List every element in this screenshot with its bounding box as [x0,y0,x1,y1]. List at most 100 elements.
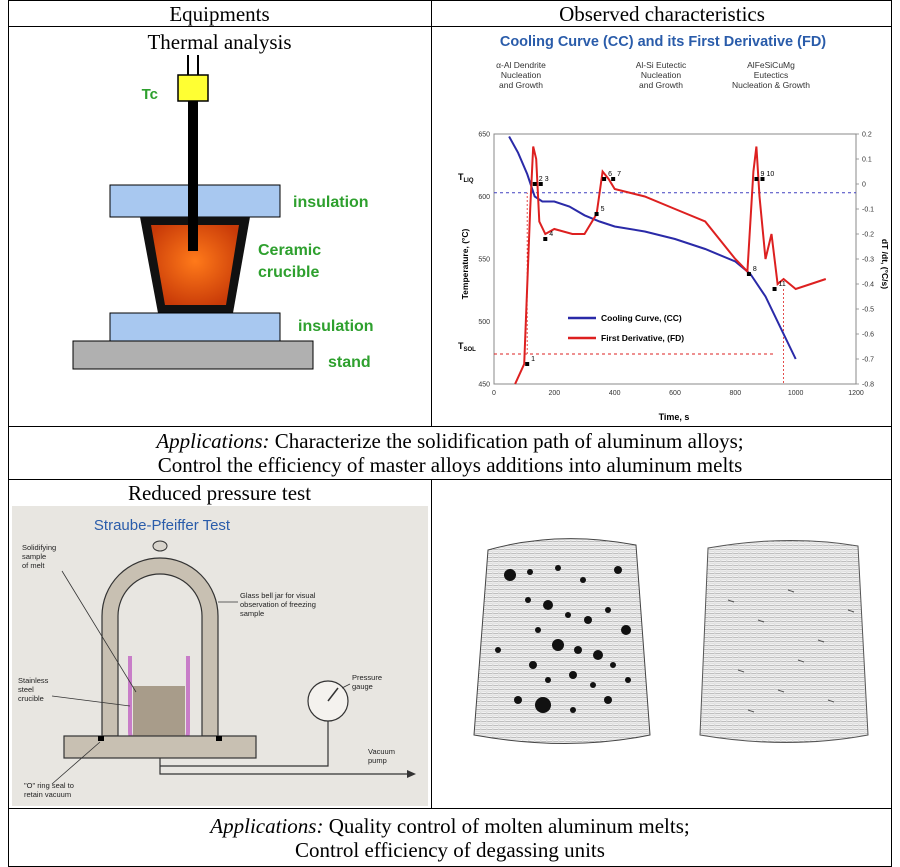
sample-label-1: Solidifying [22,543,56,552]
gauge-line [160,721,329,767]
sample-label-2: sample [22,552,46,561]
point-label: 11 [779,281,786,288]
t-sol-sub: SOL [464,347,477,353]
molten-metal [151,225,239,305]
annotation-3-line1: AlFeSiCuMg [747,60,795,70]
y2-tick-label: -0.5 [862,307,874,314]
micro-defect [757,619,765,623]
pore [604,696,612,704]
point-marker [611,177,616,181]
pore [514,696,522,704]
melt-sample [133,686,185,736]
y-tick-label: 600 [478,194,490,201]
gauge-label-2: gauge [352,682,373,691]
t-liq-label: TLIQ [458,172,474,184]
pore [552,639,564,651]
point-marker [746,272,751,276]
pore [535,697,551,713]
point-label: 3 [545,176,549,183]
pore [529,661,537,669]
point-label: 9 [760,171,764,178]
defect-set [727,589,855,713]
table-border-left [8,0,9,867]
applications-label-2: Applications: [210,814,324,838]
thermal-analysis-title: Thermal analysis [147,30,292,54]
annotation-2-line1: Al-Si Eutectic [636,60,687,70]
reduced-pressure-title: Reduced pressure test [127,481,312,505]
point-label: 1 [531,356,535,363]
y2-tick-label: 0.1 [862,157,872,164]
straube-pfeiffer-diagram: Straube-Pfeiffer Test Solidifying sample… [12,506,428,806]
thermal-analysis-diagram: Tc insulation Ceramic crucible insulatio… [72,55,374,371]
applications-1-line1: Characterize the solidification path of … [269,429,744,453]
header-divider [8,26,892,27]
bell-knob [152,540,168,552]
y2-tick-label: 0 [862,182,866,189]
y2-tick-label: -0.1 [862,207,874,214]
pump-arrow [407,770,416,778]
crucible-label-line2: crucible [258,264,319,281]
legend-fd: First Derivative, (FD) [601,333,684,343]
plot-frame [493,133,857,385]
micro-defect [847,609,855,613]
chart-legend: Cooling Curve, (CC) First Derivative, (F… [568,313,684,343]
app1-divider [8,479,892,480]
pore [555,565,561,571]
pore [621,625,631,635]
micro-defect [727,599,735,603]
oring-leader [51,741,101,785]
annotation-2: Al-Si Eutectic Nucleation and Growth [636,60,687,90]
point-label: 2 [539,176,543,183]
point-marker [602,177,607,181]
point-marker [754,177,759,181]
x-tick-label: 200 [548,390,560,397]
t-liq-main: T [458,172,464,182]
base-plate [63,735,257,759]
oring-label-2: retain vacuum [24,790,71,799]
thermocouple-head [177,74,209,102]
point-marker [594,212,599,216]
applications-2-line2: Control efficiency of degassing units [295,838,605,862]
x-tick-label: 600 [669,390,681,397]
vacuum-line [159,758,407,775]
pore [614,566,622,574]
x-tick-label: 1200 [848,390,864,397]
y2-tick-label: 0.2 [862,132,872,139]
x-tick-label: 800 [729,390,741,397]
crucible-label-line1: Ceramic [258,242,321,259]
sample-cross-sections [473,538,869,744]
point-label: 10 [766,171,774,178]
micro-defect [747,709,755,713]
micro-defect [777,689,785,693]
sample-leader [61,570,137,693]
y2-tick-label: -0.6 [862,332,874,339]
crucible-label-1: Stainless [18,676,49,685]
y-tick-label: 500 [478,319,490,326]
diagram-background [12,506,428,806]
bell-label-2: observation of freezing [240,600,316,609]
chart-title: Cooling Curve (CC) and its First Derivat… [500,34,826,50]
pore [610,662,616,668]
applications-2-line1: Quality control of molten aluminum melts… [323,814,690,838]
annotation-1-line3: and Growth [499,80,543,90]
pump-label-2: pump [368,756,387,765]
point-marker [772,287,777,291]
equipment-table: Equipments Observed characteristics Ther… [8,0,892,867]
legend-cc: Cooling Curve, (CC) [601,313,682,323]
annotation-3-line3: Nucleation & Growth [732,80,810,90]
annotation-1-line2: Nucleation [501,70,541,80]
pore [495,647,501,653]
column-divider-2 [431,479,432,808]
x-axis-label: Time, s [659,412,690,422]
oring-label-1: "O" ring seal to [24,781,74,790]
pore [593,650,603,660]
y2-tick-label: -0.2 [862,232,874,239]
micro-defect [787,589,795,593]
dense-sample [699,539,869,743]
point-marker [532,182,537,186]
pore [565,612,571,618]
pump-label-1: Vacuum [368,747,395,756]
column-divider-1 [431,0,432,426]
pore [570,707,576,713]
chart-series [508,136,827,385]
